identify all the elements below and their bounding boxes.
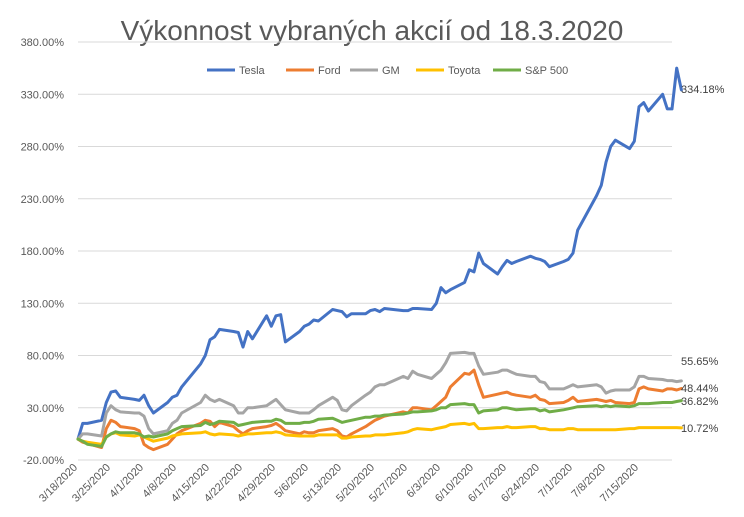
series-line-tesla: [76, 66, 683, 441]
y-tick-label: 30.00%: [27, 403, 65, 415]
series-line-s-p-500: [76, 399, 683, 448]
grid-lines: [78, 41, 672, 461]
legend: Tesla Ford GM Toyota S&P 500: [207, 65, 568, 77]
legend-label-gm: GM: [382, 65, 400, 77]
series-line-toyota: [76, 421, 683, 446]
y-tick-label: 280.00%: [21, 142, 65, 154]
legend-label-toyota: Toyota: [448, 65, 481, 77]
end-label-toyota: 10.72%: [681, 423, 719, 435]
legend-label-s-p-500: S&P 500: [525, 65, 568, 77]
end-label-tesla: 334.18%: [681, 84, 725, 96]
series-line-gm: [76, 350, 683, 441]
y-tick-label: 130.00%: [21, 298, 65, 310]
y-axis-tick-labels: -20.00% 30.00% 80.00% 130.00% 180.00% 230.00%…: [21, 37, 65, 467]
series-lines: [76, 66, 683, 452]
end-label-gm: 55.65%: [681, 356, 719, 368]
y-tick-label: 330.00%: [21, 89, 65, 101]
end-label-s-p-500: 36.82%: [681, 396, 719, 408]
chart-title: Výkonnost vybraných akcií od 18.3.2020: [121, 15, 624, 46]
y-tick-label: -20.00%: [23, 455, 64, 467]
series-line-ford: [76, 368, 683, 452]
y-tick-label: 380.00%: [21, 37, 65, 49]
y-tick-label: 80.00%: [27, 351, 65, 363]
legend-label-ford: Ford: [318, 65, 341, 77]
end-label-ford: 48.44%: [681, 383, 719, 395]
legend-label-tesla: Tesla: [239, 65, 266, 77]
y-tick-label: 180.00%: [21, 246, 65, 258]
y-tick-label: 230.00%: [21, 194, 65, 206]
end-value-labels: 334.18% 55.65% 48.44%36.82% 10.72%: [681, 84, 725, 435]
